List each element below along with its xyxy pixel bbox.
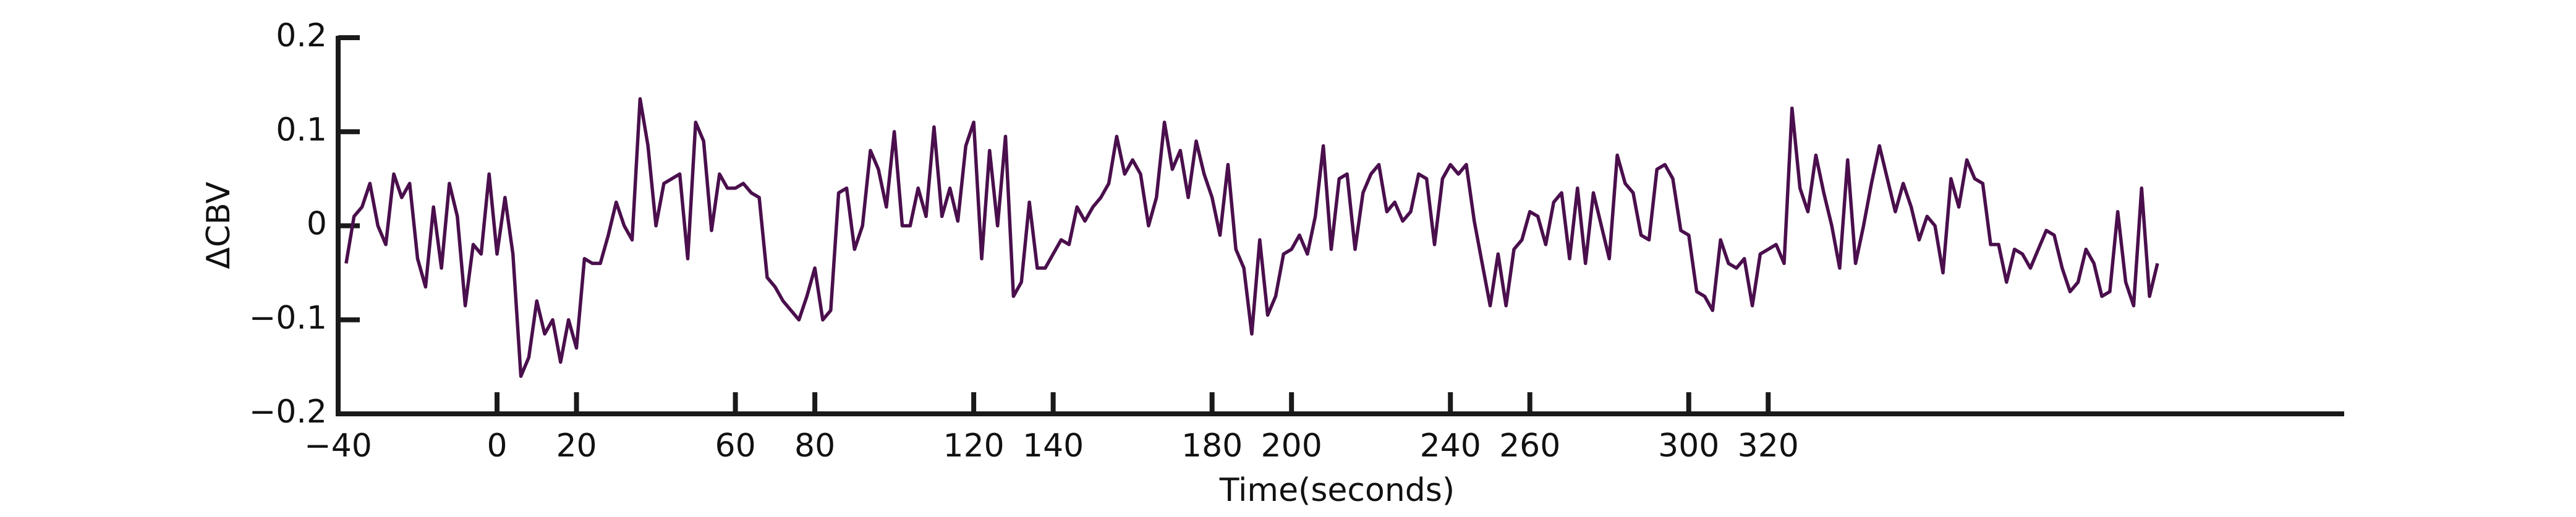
x-tick-label: 20 xyxy=(556,427,597,464)
data-line xyxy=(344,97,2159,378)
y-axis-label: ΔCBV xyxy=(200,182,237,269)
x-tick-label: 80 xyxy=(794,427,835,464)
y-tick-label: −0.2 xyxy=(249,393,327,431)
x-tick-label: 260 xyxy=(1499,427,1560,464)
y-tick-label: 0.1 xyxy=(276,111,327,148)
x-tick-label: 180 xyxy=(1181,427,1243,464)
y-tick-label: 0.2 xyxy=(276,17,327,54)
x-tick-label: 60 xyxy=(715,427,755,464)
x-tick-label: 0 xyxy=(487,427,507,464)
x-tick-label: 200 xyxy=(1261,427,1322,464)
x-tick-label: 140 xyxy=(1022,427,1084,464)
x-tick-label: 120 xyxy=(943,427,1004,464)
y-tick-label: 0 xyxy=(307,206,327,243)
x-tick-label: 240 xyxy=(1420,427,1481,464)
y-tick-label: −0.1 xyxy=(249,300,327,337)
x-tick-label: −40 xyxy=(304,427,372,464)
x-tick-label: 320 xyxy=(1738,427,1799,464)
x-tick-label: 300 xyxy=(1658,427,1719,464)
x-axis-label: Time(seconds) xyxy=(1219,472,1455,509)
